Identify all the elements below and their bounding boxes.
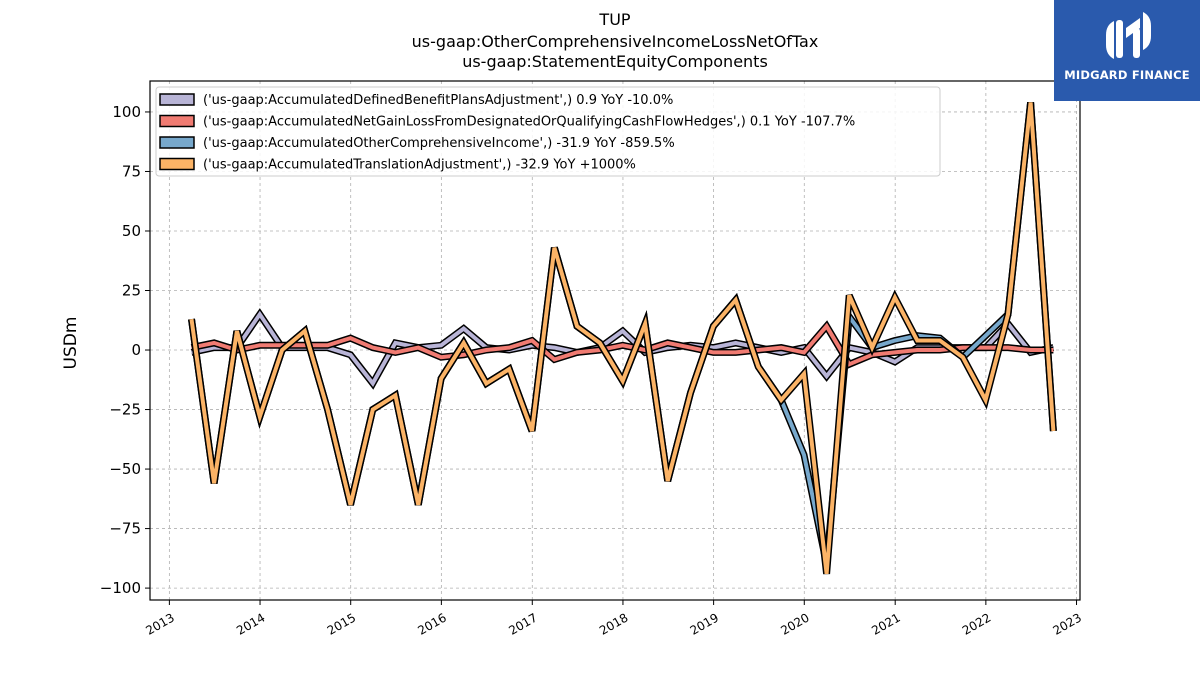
y-tick-label: −100 <box>100 579 141 597</box>
y-tick-label: 75 <box>122 162 141 180</box>
y-tick-label: −50 <box>109 460 141 478</box>
legend-swatch <box>159 114 195 128</box>
y-tick-label: −25 <box>109 401 141 419</box>
plot-frame <box>149 80 1081 601</box>
legend-entry: ('us-gaap:AccumulatedDefinedBenefitPlans… <box>203 93 673 108</box>
x-tick-label: 2015 <box>325 610 358 637</box>
chart-subtitle-concept: us-gaap:OtherComprehensiveIncomeLossNetO… <box>411 32 819 51</box>
legend-swatch <box>159 136 195 149</box>
x-tick-label: 2016 <box>415 610 448 637</box>
legend-swatch <box>159 157 195 171</box>
legend-entry: ('us-gaap:AccumulatedNetGainLossFromDesi… <box>203 115 855 130</box>
series-line-2 <box>191 322 1054 367</box>
x-tick-label: 2019 <box>688 610 721 637</box>
series-line-4 <box>189 102 1056 575</box>
x-tick-label: 2017 <box>506 610 539 637</box>
x-axis: 2013 2014 2015 2016 2017 2018 2019 2020 2021 2022… <box>143 600 1084 638</box>
y-tick-label: 100 <box>112 103 141 121</box>
x-tick-label: 2013 <box>143 610 176 637</box>
y-axis: −100 −75 −50 −25 0 25 50 75 100 <box>100 103 150 597</box>
legend-entry: ('us-gaap:AccumulatedOtherComprehensiveI… <box>203 136 675 151</box>
y-tick-label: 50 <box>122 222 141 240</box>
y-tick-label: 0 <box>131 341 141 359</box>
y-axis-label: USDm <box>61 317 81 370</box>
series-lines <box>188 102 1057 575</box>
chart-title: TUP <box>599 10 631 29</box>
logo-text: MIDGARD FINANCE <box>1064 68 1190 82</box>
x-tick-label: 2021 <box>869 610 902 637</box>
legend-entry: ('us-gaap:AccumulatedTranslationAdjustme… <box>203 158 636 173</box>
y-tick-label: −75 <box>109 520 141 538</box>
y-tick-label: 25 <box>122 282 141 300</box>
legend-box <box>155 86 941 177</box>
legend-swatch <box>159 93 195 106</box>
x-tick-label: 2018 <box>597 610 630 637</box>
legend: ('us-gaap:AccumulatedDefinedBenefitPlans… <box>155 86 941 177</box>
x-tick-label: 2014 <box>234 610 267 637</box>
chart-subtitle-components: us-gaap:StatementEquityComponents <box>462 52 768 71</box>
x-tick-label: 2022 <box>960 610 993 637</box>
x-tick-label: 2020 <box>778 610 811 637</box>
brand-logo: MIDGARD FINANCE <box>1054 0 1200 101</box>
x-tick-label: 2023 <box>1051 610 1084 637</box>
logo-mark-icon <box>1106 12 1151 59</box>
